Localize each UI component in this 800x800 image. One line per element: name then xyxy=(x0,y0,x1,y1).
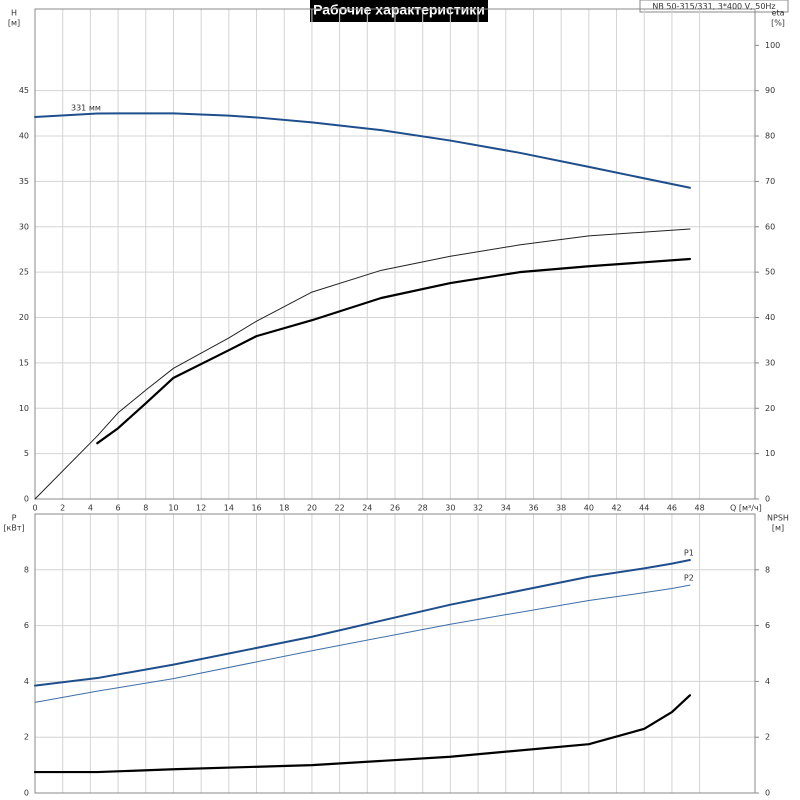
y-tick-label: 0 xyxy=(24,495,29,504)
y-axis-unit: [м] xyxy=(8,19,20,28)
y-axis-unit: [кВт] xyxy=(3,524,24,533)
chart-title: Рабочие характеристики xyxy=(313,2,485,18)
x-tick-label: 26 xyxy=(390,504,400,513)
x-tick-label: 0 xyxy=(32,504,37,513)
y2-tick-label: 0 xyxy=(765,789,770,798)
y2-tick-label: 40 xyxy=(765,313,775,322)
x-tick-label: 40 xyxy=(584,504,594,513)
x-tick-label: 22 xyxy=(335,504,345,513)
y-tick-label: 5 xyxy=(24,449,29,458)
series-label: P2 xyxy=(684,574,694,583)
x-tick-label: 8 xyxy=(143,504,148,513)
x-tick-label: 34 xyxy=(501,504,511,513)
y-tick-label: 10 xyxy=(19,404,29,413)
x-tick-label: 24 xyxy=(362,504,372,513)
y2-tick-label: 70 xyxy=(765,177,775,186)
y-tick-label: 6 xyxy=(24,621,29,630)
x-tick-label: 20 xyxy=(307,504,317,513)
series-line xyxy=(34,112,691,189)
x-tick-label: 16 xyxy=(251,504,261,513)
y2-tick-label: 100 xyxy=(765,41,780,50)
x-tick-label: 14 xyxy=(224,504,234,513)
x-tick-label: 38 xyxy=(556,504,566,513)
series-line xyxy=(34,228,691,500)
x-tick-label: 10 xyxy=(168,504,178,513)
x-tick-label: 28 xyxy=(418,504,428,513)
y2-tick-label: 80 xyxy=(765,132,775,141)
x-tick-label: 6 xyxy=(116,504,121,513)
x-tick-label: 46 xyxy=(667,504,677,513)
y2-tick-label: 8 xyxy=(765,565,770,574)
y-axis-label: P xyxy=(12,514,17,523)
y2-tick-label: 6 xyxy=(765,621,770,630)
y-tick-label: 4 xyxy=(24,677,29,686)
y-tick-label: 45 xyxy=(19,86,29,95)
y-tick-label: 40 xyxy=(19,132,29,141)
x-tick-label: 30 xyxy=(445,504,455,513)
x-tick-label: 42 xyxy=(611,504,621,513)
x-tick-label: 36 xyxy=(528,504,538,513)
x-tick-label: 18 xyxy=(279,504,289,513)
x-tick-label: 48 xyxy=(695,504,705,513)
y-axis-label: H xyxy=(11,9,17,18)
series-line xyxy=(33,694,692,774)
y2-tick-label: 0 xyxy=(765,495,770,504)
title-box xyxy=(310,0,488,22)
y2-tick-label: 4 xyxy=(765,677,770,686)
y2-axis-unit: [м] xyxy=(772,524,784,533)
series-line xyxy=(34,584,691,703)
series-label: P1 xyxy=(684,549,694,558)
y-tick-label: 20 xyxy=(19,313,29,322)
y2-tick-label: 20 xyxy=(765,404,775,413)
plot-frame xyxy=(34,8,756,500)
chart-subtitle: NB 50-315/331, 3*400 V, 50Hz xyxy=(652,2,775,11)
x-tick-label: 12 xyxy=(196,504,206,513)
plot-frame xyxy=(34,513,756,794)
y-tick-label: 35 xyxy=(19,177,29,186)
series-label: 331 мм xyxy=(71,103,101,112)
y2-tick-label: 50 xyxy=(765,268,775,277)
x-tick-label: 4 xyxy=(88,504,93,513)
y-tick-label: 25 xyxy=(19,268,29,277)
y-tick-label: 8 xyxy=(24,565,29,574)
y2-tick-label: 60 xyxy=(765,222,775,231)
y2-tick-label: 90 xyxy=(765,86,775,95)
series-line xyxy=(96,257,692,445)
y2-axis-unit: [%] xyxy=(771,19,785,28)
x-tick-label: 2 xyxy=(60,504,65,513)
y-tick-label: 30 xyxy=(19,222,29,231)
y2-tick-label: 30 xyxy=(765,358,775,367)
y-tick-label: 2 xyxy=(24,733,29,742)
y-tick-label: 0 xyxy=(24,789,29,798)
y2-axis-label: NPSH xyxy=(767,514,789,523)
x-axis-label: Q [м³/ч] xyxy=(730,504,762,513)
series-line xyxy=(34,559,691,687)
x-tick-label: 44 xyxy=(639,504,649,513)
y-tick-label: 15 xyxy=(19,358,29,367)
y2-tick-label: 10 xyxy=(765,449,775,458)
y2-tick-label: 2 xyxy=(765,733,770,742)
x-tick-label: 32 xyxy=(473,504,483,513)
y2-axis-label: eta xyxy=(772,9,785,18)
